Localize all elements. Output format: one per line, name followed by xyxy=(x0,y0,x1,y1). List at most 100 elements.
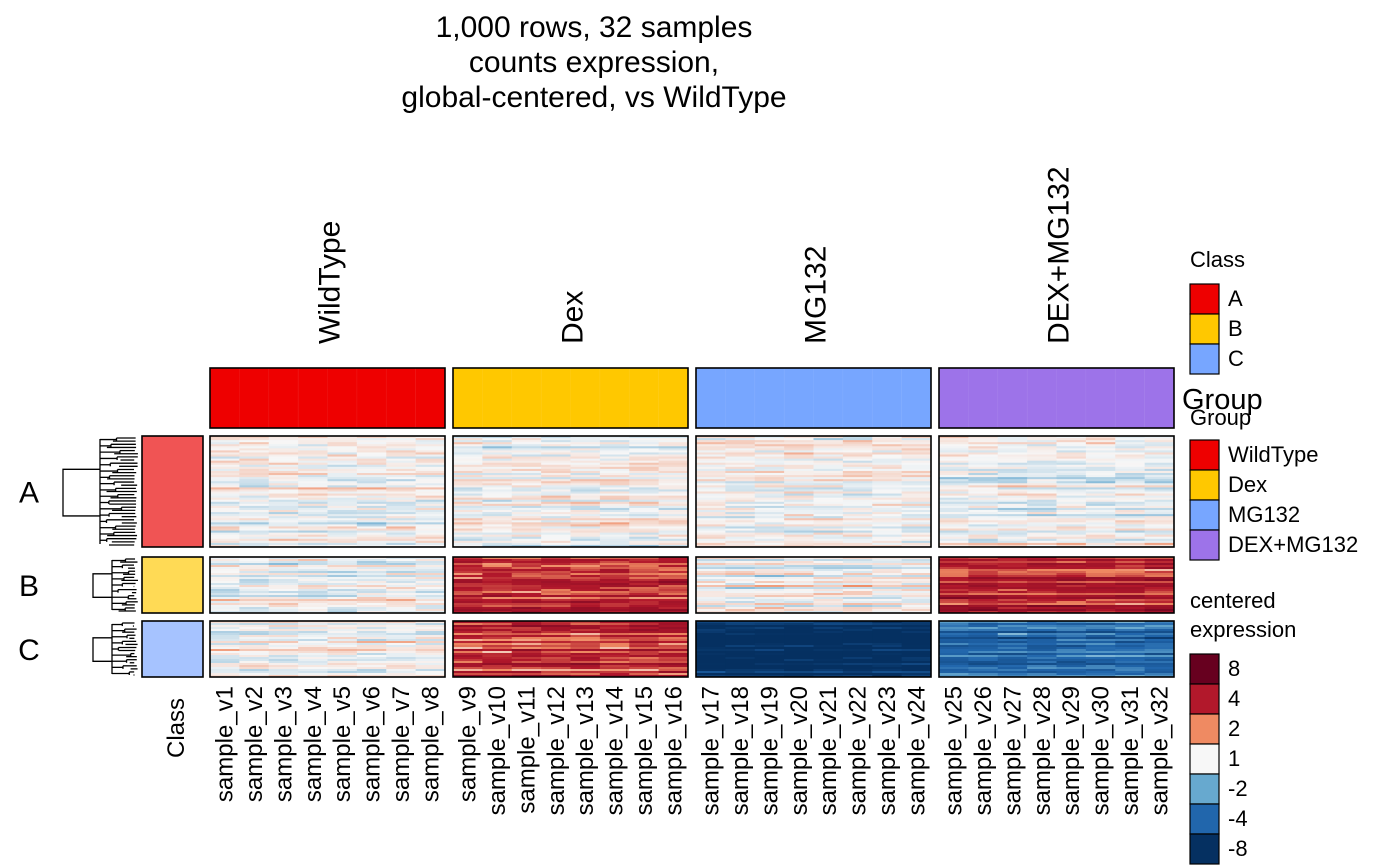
heatmap-cell-B-dex-mg132 xyxy=(968,579,999,582)
heatmap-cell-A-mg132 xyxy=(725,505,756,509)
heatmap-cell-A-dex-mg132 xyxy=(1115,493,1146,497)
heatmap-cell-B-dex xyxy=(599,607,630,610)
heatmap-cell-B-dex xyxy=(629,607,660,610)
heatmap-cell-A-mg132 xyxy=(784,507,814,511)
heatmap-cell-A-dex xyxy=(658,528,689,531)
heatmap-cell-A-wildtype xyxy=(386,462,417,466)
heatmap-cell-A-mg132 xyxy=(842,460,873,464)
heatmap-cell-C-mg132 xyxy=(754,625,785,628)
heatmap-cell-B-dex xyxy=(658,589,689,592)
heatmap-cell-A-dex xyxy=(629,468,660,472)
heatmap-cell-A-mg132 xyxy=(725,454,756,457)
heatmap-cell-C-wildtype xyxy=(386,645,417,648)
heatmap-cell-A-dex xyxy=(511,503,542,507)
heatmap-cell-A-mg132 xyxy=(813,507,844,511)
heatmap-cell-A-dex xyxy=(629,477,660,480)
heatmap-cell-C-dex-mg132 xyxy=(1144,649,1175,652)
heatmap-cell-C-dex xyxy=(482,623,513,626)
heatmap-cell-A-wildtype xyxy=(210,452,240,455)
heatmap-cell-A-mg132 xyxy=(813,450,844,453)
heatmap-cell-A-wildtype xyxy=(327,466,358,470)
heatmap-cell-A-dex-mg132 xyxy=(939,532,969,536)
heatmap-cell-C-dex xyxy=(511,669,542,672)
heatmap-cell-A-dex-mg132 xyxy=(1115,481,1146,484)
heatmap-cell-B-wildtype xyxy=(356,587,387,590)
heatmap-cell-A-dex xyxy=(570,544,601,548)
heatmap-cell-B-mg132 xyxy=(842,577,873,580)
heatmap-cell-B-dex-mg132 xyxy=(1115,607,1146,610)
heatmap-cell-A-dex xyxy=(629,538,660,542)
heatmap-cell-B-dex-mg132 xyxy=(1085,587,1116,590)
heatmap-cell-C-wildtype xyxy=(239,629,270,632)
heatmap-cell-C-dex-mg132 xyxy=(1027,621,1057,624)
heatmap-cell-C-dex xyxy=(658,649,689,652)
heatmap-cell-A-dex-mg132 xyxy=(997,460,1028,464)
heatmap-cell-A-wildtype xyxy=(210,460,240,464)
heatmap-cell-A-dex-mg132 xyxy=(1056,499,1087,503)
heatmap-cell-C-mg132 xyxy=(813,637,844,640)
heatmap-cell-C-dex xyxy=(658,661,689,664)
heatmap-cell-B-dex-mg132 xyxy=(1027,557,1057,560)
heatmap-cell-A-dex-mg132 xyxy=(939,495,969,499)
heatmap-cell-C-wildtype xyxy=(298,655,328,658)
heatmap-cell-B-dex xyxy=(658,601,689,604)
heatmap-cell-B-dex xyxy=(453,577,483,580)
heatmap-cell-A-wildtype xyxy=(327,538,358,542)
heatmap-cell-A-wildtype xyxy=(415,444,446,447)
heatmap-cell-C-dex-mg132 xyxy=(1056,625,1087,628)
heatmap-cell-A-mg132 xyxy=(754,464,785,468)
heatmap-cell-C-dex-mg132 xyxy=(1144,637,1175,640)
heatmap-cell-A-dex xyxy=(511,487,542,490)
heatmap-cell-B-dex xyxy=(570,571,601,574)
heatmap-cell-A-wildtype xyxy=(356,501,387,505)
heatmap-cell-C-dex xyxy=(511,657,542,660)
heatmap-cell-C-wildtype xyxy=(210,669,240,672)
heatmap-cell-B-dex xyxy=(629,557,660,560)
heatmap-cell-A-wildtype xyxy=(356,491,387,494)
heatmap-cell-B-wildtype xyxy=(268,601,299,604)
heatmap-cell-B-dex xyxy=(541,571,571,574)
heatmap-cell-B-wildtype xyxy=(386,563,417,566)
heatmap-cell-B-wildtype xyxy=(210,583,240,586)
heatmap-cell-C-mg132 xyxy=(725,647,756,650)
heatmap-cell-A-wildtype xyxy=(327,458,358,462)
heatmap-cell-C-mg132 xyxy=(725,629,756,632)
heatmap-cell-A-dex-mg132 xyxy=(1056,448,1087,451)
heatmap-cell-A-mg132 xyxy=(901,454,932,457)
heatmap-cell-A-mg132 xyxy=(901,473,932,476)
heatmap-block-border xyxy=(938,435,1175,548)
heatmap-cell-A-mg132 xyxy=(784,454,814,457)
heatmap-cell-A-dex xyxy=(658,526,689,529)
heatmap-cell-A-dex-mg132 xyxy=(1115,522,1146,525)
heatmap-cell-A-dex-mg132 xyxy=(1085,454,1116,457)
heatmap-cell-A-dex-mg132 xyxy=(968,464,999,468)
heatmap-cell-B-dex xyxy=(570,605,601,608)
heatmap-cell-A-dex-mg132 xyxy=(968,528,999,531)
heatmap-cell-B-dex xyxy=(511,559,542,562)
heatmap-cell-A-mg132 xyxy=(725,501,756,505)
heatmap-cell-B-dex-mg132 xyxy=(1027,607,1057,610)
heatmap-cell-C-dex-mg132 xyxy=(1027,651,1057,654)
heatmap-cell-A-wildtype xyxy=(356,518,387,521)
heatmap-cell-C-wildtype xyxy=(386,659,417,662)
heatmap-cell-A-dex xyxy=(658,536,689,540)
heatmap-cell-A-dex xyxy=(599,454,630,457)
heatmap-cell-A-dex xyxy=(541,518,571,521)
heatmap-cell-C-dex-mg132 xyxy=(1144,633,1175,636)
heatmap-cell-A-mg132 xyxy=(725,477,756,480)
sample-label-sample_v26: sample_v26 xyxy=(970,686,997,815)
heatmap-cell-B-mg132 xyxy=(842,607,873,610)
heatmap-cell-C-mg132 xyxy=(725,651,756,654)
heatmap-cell-C-dex-mg132 xyxy=(1115,623,1146,626)
heatmap-cell-B-dex xyxy=(482,601,513,604)
heatmap-cell-A-dex xyxy=(453,446,483,449)
heatmap-cell-A-wildtype xyxy=(239,493,270,497)
heatmap-cell-B-dex-mg132 xyxy=(1027,559,1057,562)
heatmap-cell-B-wildtype xyxy=(327,577,358,580)
heatmap-cell-A-dex xyxy=(541,526,571,529)
heatmap-cell-A-dex xyxy=(482,514,513,517)
heatmap-cell-B-mg132 xyxy=(872,577,903,580)
heatmap-block-border xyxy=(695,556,932,614)
heatmap-cell-C-dex xyxy=(629,631,660,634)
heatmap-cell-B-dex-mg132 xyxy=(1056,599,1087,602)
